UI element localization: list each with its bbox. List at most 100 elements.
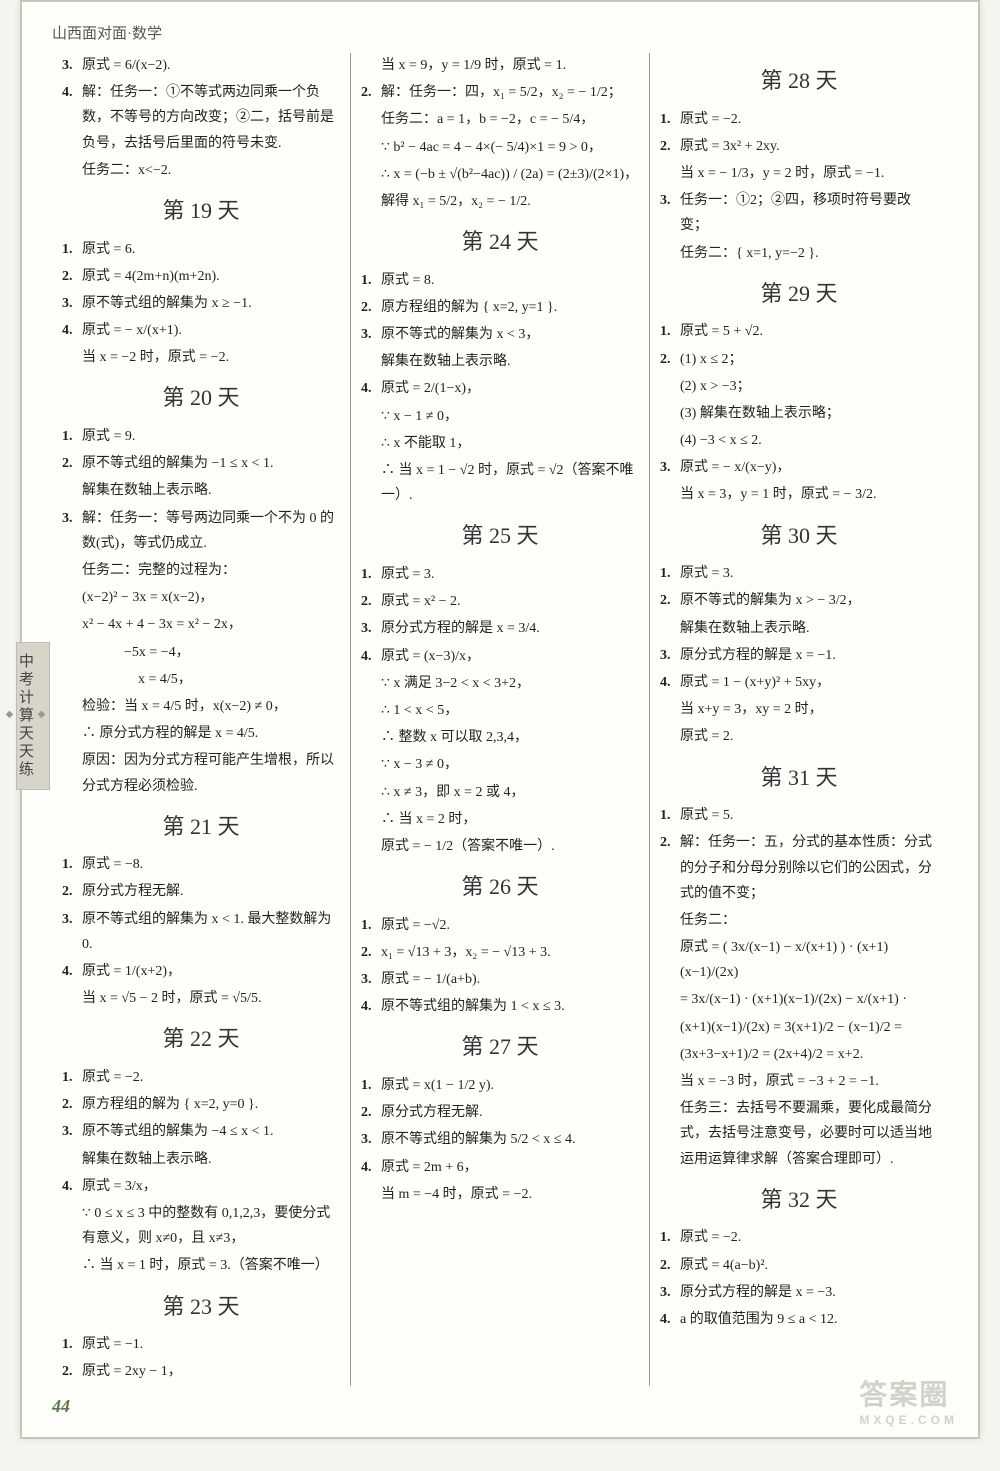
page-number: 44 [52, 1396, 948, 1417]
item-text: 当 x+y = 3，xy = 2 时， [680, 697, 938, 722]
answer-line: ∴ 原分式方程的解是 x = 4/5. [62, 721, 340, 746]
item-number: 3. [62, 907, 82, 957]
answer-line: 2.原不等式的解集为 x > − 3/2， [660, 588, 938, 613]
item-number [660, 724, 680, 749]
answer-line: 1.原式 = −2. [660, 107, 938, 132]
item-number [361, 752, 381, 777]
watermark: 答案圈 MXQE.COM [859, 1373, 958, 1427]
watermark-main: 答案圈 [859, 1379, 949, 1410]
item-number [660, 987, 680, 1012]
item-number [660, 1096, 680, 1172]
item-text: 任务二：{ x=1, y=−2 }. [680, 241, 938, 266]
item-text: 原式 = 1/(x+2)， [82, 959, 340, 984]
item-number [62, 986, 82, 1011]
item-number: 1. [361, 562, 381, 587]
answer-line: 2.原式 = x² − 2. [361, 589, 639, 614]
item-text: 原式 = 3. [680, 561, 938, 586]
answer-line: 3.任务一：①2；②四，移项时符号要改变； [660, 188, 938, 238]
item-text: 原分式方程的解是 x = 3/4. [381, 616, 639, 641]
item-text: 解：任务一：四，x₁ = 5/2，x₂ = − 1/2； [381, 80, 639, 105]
item-text: 解得 x₁ = 5/2，x₂ = − 1/2. [381, 189, 639, 214]
answer-line: = 3x/(x−1) · (x+1)(x−1)/(2x) − x/(x+1) · [660, 987, 938, 1012]
column-2: 当 x = 9，y = 1/9 时，原式 = 1.2.解：任务一：四，x₁ = … [350, 53, 649, 1386]
item-number: 1. [62, 1065, 82, 1090]
answer-line: 检验：当 x = 4/5 时，x(x−2) ≠ 0， [62, 694, 340, 719]
item-text: 解集在数轴上表示略. [381, 349, 639, 374]
answer-line: 4.原式 = 2m + 6， [361, 1155, 639, 1180]
item-text: ∴ 当 x = 1 时，原式 = 3.（答案不唯一） [82, 1253, 340, 1278]
item-number: 1. [660, 561, 680, 586]
answer-line: 2.原式 = 4(2m+n)(m+2n). [62, 264, 340, 289]
answer-line: 1.原式 = −1. [62, 1332, 340, 1357]
item-number [660, 1042, 680, 1067]
item-text: 原式 = −2. [680, 107, 938, 132]
answer-line: 1.原式 = 3. [361, 562, 639, 587]
answer-line: 3.原不等式组的解集为 5/2 < x ≤ 4. [361, 1127, 639, 1152]
answer-line: 2.原分式方程无解. [361, 1100, 639, 1125]
answer-line: (2) x > −3； [660, 374, 938, 399]
day-28-title: 第 28 天 [660, 61, 938, 101]
item-number [62, 585, 82, 610]
item-text: 原式 = 5 + √2. [680, 319, 938, 344]
item-number: 2. [361, 80, 381, 105]
answer-line: ∵ x 满足 3−2 < x < 3+2， [361, 671, 639, 696]
answer-line: x² − 4x + 4 − 3x = x² − 2x， [62, 612, 340, 637]
item-text: = 3x/(x−1) · (x+1)(x−1)/(2x) − x/(x+1) · [680, 987, 938, 1012]
page-header: 山西面对面·数学 [52, 22, 948, 43]
column-3: 第 28 天 1.原式 = −2.2.原式 = 3x² + 2xy. 当 x =… [649, 53, 948, 1386]
item-number: 3. [62, 1119, 82, 1144]
answer-line: 1.原式 = 8. [361, 268, 639, 293]
item-number [361, 135, 381, 160]
answer-line: 2.原方程组的解为 { x=2, y=0 }. [62, 1092, 340, 1117]
answer-line: 3.原式 = − x/(x−y)， [660, 455, 938, 480]
answer-line: 1.原式 = 5 + √2. [660, 319, 938, 344]
item-text: 任务二：完整的过程为： [82, 558, 340, 583]
answer-line: 2.原方程组的解为 { x=2, y=1 }. [361, 295, 639, 320]
answer-line: ∴ 当 x = 2 时， [361, 807, 639, 832]
item-number [361, 698, 381, 723]
item-text: 原式 = −√2. [381, 913, 639, 938]
item-number [62, 1253, 82, 1278]
answer-line: ∴ 当 x = 1 − √2 时，原式 = √2（答案不唯一）. [361, 458, 639, 508]
item-number: 4. [62, 959, 82, 984]
item-text: 原式 = −1. [82, 1332, 340, 1357]
item-number: 4. [361, 1155, 381, 1180]
answer-line: 1.原式 = −2. [62, 1065, 340, 1090]
item-number: 2. [361, 1100, 381, 1125]
item-number [62, 748, 82, 798]
item-number: 1. [62, 424, 82, 449]
item-text: 原不等式组的解集为 5/2 < x ≤ 4. [381, 1127, 639, 1152]
answer-line: ∴ 整数 x 可以取 2,3,4， [361, 725, 639, 750]
answer-line: 解得 x₁ = 5/2，x₂ = − 1/2. [361, 189, 639, 214]
answer-line: 2.原式 = 2xy − 1， [62, 1359, 340, 1384]
item-number [62, 558, 82, 583]
item-text: 当 x = −2 时，原式 = −2. [82, 345, 340, 370]
day-20-title: 第 20 天 [62, 378, 340, 418]
item-number [660, 374, 680, 399]
item-number [361, 107, 381, 132]
item-text: 原分式方程的解是 x = −3. [680, 1280, 938, 1305]
item-number: 3. [660, 643, 680, 668]
item-number [62, 1201, 82, 1251]
item-text: 检验：当 x = 4/5 时，x(x−2) ≠ 0， [82, 694, 340, 719]
day-30-title: 第 30 天 [660, 516, 938, 556]
item-text: 原式 = 1 − (x+y)² + 5xy， [680, 670, 938, 695]
answer-line: 2.原不等式组的解集为 −1 ≤ x < 1. [62, 451, 340, 476]
item-text: 原式 = −8. [82, 852, 340, 877]
day-26-title: 第 26 天 [361, 867, 639, 907]
answer-line: 2.(1) x ≤ 2； [660, 347, 938, 372]
answer-line: 3.原分式方程的解是 x = −1. [660, 643, 938, 668]
answer-line: 4.a 的取值范围为 9 ≤ a < 12. [660, 1307, 938, 1332]
item-text: ∴ 原分式方程的解是 x = 4/5. [82, 721, 340, 746]
answer-line: 原式 = − 1/2（答案不唯一）. [361, 834, 639, 859]
answer-line: 3.原分式方程的解是 x = 3/4. [361, 616, 639, 641]
answer-line: 1.原式 = 9. [62, 424, 340, 449]
answer-line: 1.原式 = 6. [62, 237, 340, 262]
answer-line: (x−2)² − 3x = x(x−2)， [62, 585, 340, 610]
item-number [660, 482, 680, 507]
item-number [660, 428, 680, 453]
answer-line: 原式 = ( 3x/(x−1) − x/(x+1) ) · (x+1)(x−1)… [660, 935, 938, 985]
item-text: ∴ 当 x = 1 − √2 时，原式 = √2（答案不唯一）. [381, 458, 639, 508]
item-text: 原式 = −2. [82, 1065, 340, 1090]
item-number: 2. [361, 295, 381, 320]
